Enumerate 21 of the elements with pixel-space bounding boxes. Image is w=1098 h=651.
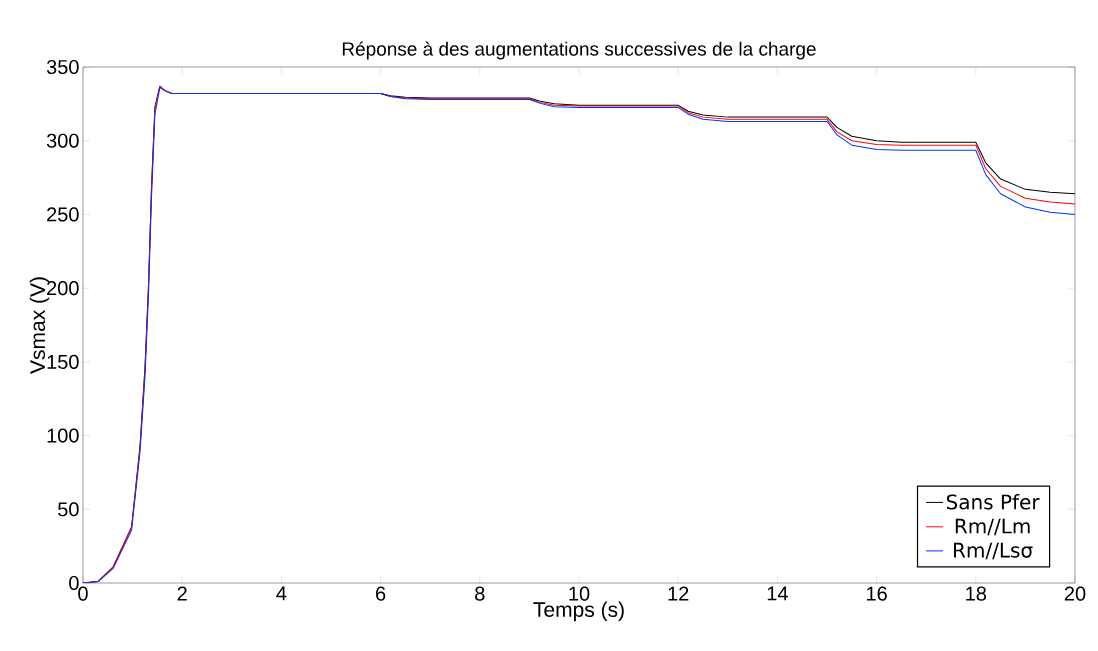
x-tick-label: 6 xyxy=(376,586,386,601)
x-tick-label: 16 xyxy=(867,586,887,601)
y-tick-label: 100 xyxy=(47,428,79,443)
x-tick-label: 12 xyxy=(668,586,689,601)
x-tick-label: 18 xyxy=(966,586,987,601)
x-tick-label: 14 xyxy=(767,586,788,601)
legend-label: Rm//Lsσ xyxy=(954,542,1033,560)
chart-title: Réponse à des augmentations successives de la charge xyxy=(342,41,816,60)
x-axis-title: Temps (s) xyxy=(533,601,624,622)
y-tick-label: 300 xyxy=(46,133,79,148)
x-tick-label: 10 xyxy=(569,586,590,601)
legend-label: Sans Pfer xyxy=(946,494,1040,510)
x-tick-label: 4 xyxy=(276,586,287,601)
y-tick-label: 0 xyxy=(69,575,79,591)
legend-label: Rm//Lm xyxy=(955,518,1030,536)
y-tick-label: 250 xyxy=(47,207,79,222)
x-tick-label: 8 xyxy=(475,586,485,601)
x-tick-label: 20 xyxy=(1064,586,1086,601)
y-tick-label: 50 xyxy=(58,502,79,517)
y-tick-label: 350 xyxy=(46,59,79,75)
x-tick-label: 2 xyxy=(177,586,187,601)
